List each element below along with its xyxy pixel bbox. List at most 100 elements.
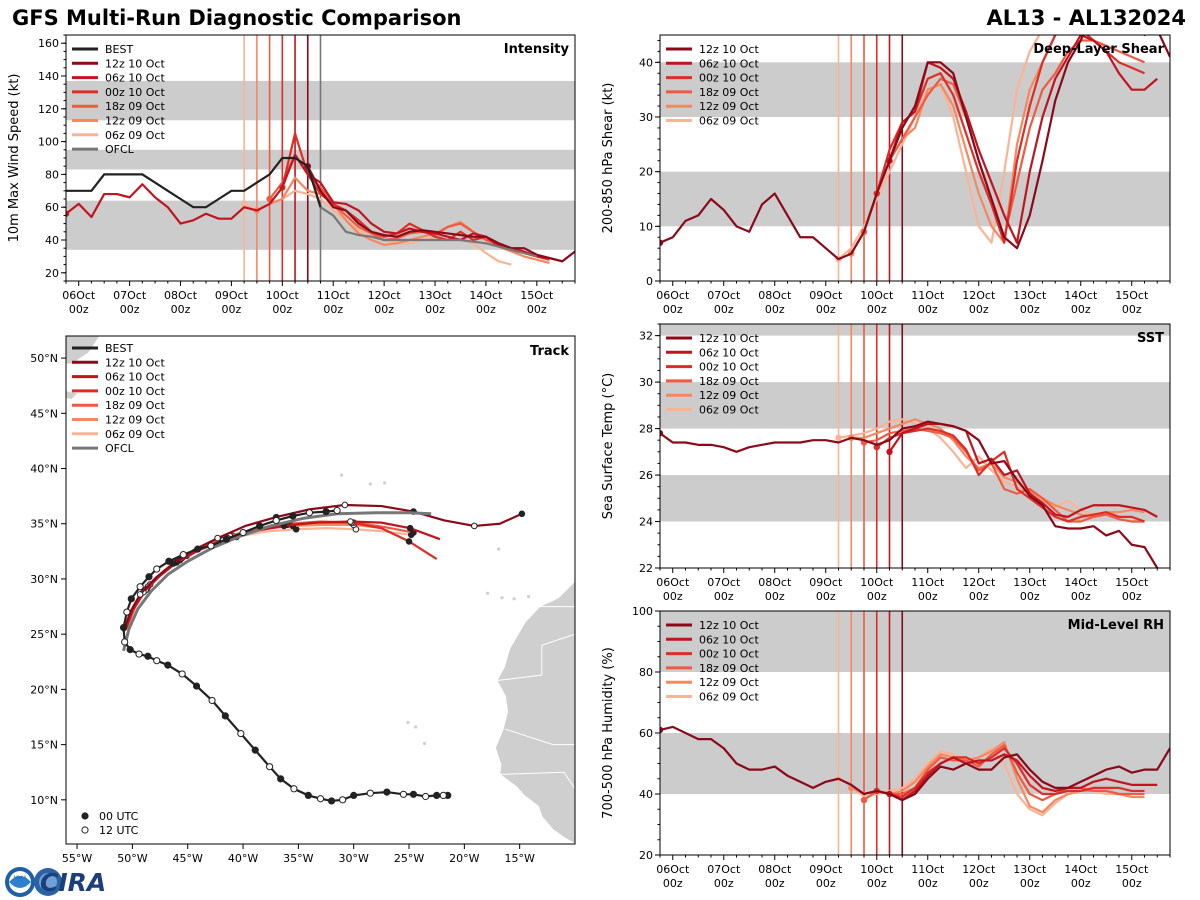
shear-xtick-label-top: 06Oct <box>656 289 690 302</box>
shear-xtick-label-bottom: 00z <box>867 303 887 316</box>
intensity-xtick-label-top: 10Oct <box>266 289 300 302</box>
intensity-legend-label: 00z 10 Oct <box>105 86 165 99</box>
track-best-point <box>304 791 312 800</box>
track-best-point <box>350 791 358 800</box>
sst-xtick-label-bottom: 00z <box>714 590 734 603</box>
intensity-ytick-label: 100 <box>38 136 59 149</box>
track-ytick-label: 35°N <box>30 518 58 531</box>
track-forecast-point <box>406 524 414 532</box>
sst-xtick-label-top: 12Oct <box>962 576 996 589</box>
track-ytick-label: 15°N <box>30 739 58 752</box>
track-plot-area <box>66 336 575 844</box>
rh-ytick-label: 40 <box>639 788 653 801</box>
shear-ytick-label: 40 <box>639 56 653 69</box>
sst-xtick-label-top: 07Oct <box>707 576 741 589</box>
track-legend-label: 18z 09 Oct <box>105 399 165 412</box>
shear-legend-label: 12z 10 Oct <box>699 43 759 56</box>
track-ytick-label: 40°N <box>30 463 58 476</box>
intensity-legend-label: 06z 09 Oct <box>105 129 165 142</box>
rh-ytick-label: 100 <box>632 605 653 618</box>
track-ytick-label: 25°N <box>30 628 58 641</box>
intensity-init-point <box>66 210 70 217</box>
track-frame <box>65 335 576 845</box>
track-best-point <box>221 712 229 720</box>
shear-xtick-label-bottom: 00z <box>1122 303 1142 316</box>
track-xtick-label: 45°W <box>173 852 203 865</box>
rh-xtick-label-bottom: 00z <box>765 877 785 890</box>
sst-init-point <box>660 430 664 437</box>
sst-xtick-label-top: 10Oct <box>860 576 894 589</box>
sst-xtick-label-bottom: 00z <box>867 590 887 603</box>
track-xtick-label: 20°W <box>449 852 479 865</box>
track-legend-label: 06z 10 Oct <box>105 371 165 384</box>
rh-xtick-label-top: 07Oct <box>707 863 741 876</box>
intensity-panel-label: Intensity <box>504 42 570 57</box>
intensity-ytick-label: 80 <box>45 168 59 181</box>
track-forecast-point <box>136 591 144 598</box>
intensity-xtick-label-top: 09Oct <box>215 289 249 302</box>
intensity-ytick-label: 120 <box>38 103 59 116</box>
sst-ytick-label: 28 <box>639 423 653 436</box>
sst-xtick-label-top: 06Oct <box>656 576 690 589</box>
shear-xtick-label-bottom: 00z <box>1071 303 1091 316</box>
track-best-point <box>153 565 161 573</box>
sst-panel-label: SST <box>1137 331 1164 346</box>
track-panel-label: Track <box>530 344 569 359</box>
rh-init-point <box>660 726 664 734</box>
rh-band <box>660 733 1170 794</box>
rh-xtick-label-top: 14Oct <box>1064 863 1098 876</box>
land-island <box>422 741 427 746</box>
rh-xtick-label-top: 08Oct <box>758 863 792 876</box>
rh-ytick-label: 20 <box>639 849 653 862</box>
track-best-point <box>327 797 336 805</box>
sst-legend-label: 12z 10 Oct <box>699 332 759 345</box>
rh-xtick-label-top: 12Oct <box>962 863 996 876</box>
shear-xtick-label-bottom: 00z <box>969 303 989 316</box>
track-best-point <box>121 638 129 646</box>
track-best-point <box>409 790 418 798</box>
track-best-point <box>126 646 134 654</box>
track-xtick-label: 35°W <box>283 852 313 865</box>
rh-xtick-label-top: 06Oct <box>656 863 690 876</box>
intensity-xtick-label-top: 15Oct <box>520 289 554 302</box>
rh-xtick-label-top: 10Oct <box>860 863 894 876</box>
sst-series-line <box>838 418 1120 518</box>
track-xtick-label: 40°W <box>228 852 258 865</box>
track-forecast-line <box>124 521 438 631</box>
rh-xtick-label-bottom: 00z <box>714 877 734 890</box>
sst-init-point <box>873 443 880 451</box>
track-best-point <box>251 746 259 754</box>
intensity-legend-label: 12z 10 Oct <box>105 57 165 70</box>
sst-xtick-label-bottom: 00z <box>969 590 989 603</box>
intensity-xtick-label-top: 12Oct <box>368 289 402 302</box>
sst-legend-label: 00z 10 Oct <box>699 361 759 374</box>
track-best-point <box>144 652 152 660</box>
sst-xtick-label-top: 15Oct <box>1115 576 1149 589</box>
sst-init-point <box>835 434 842 442</box>
track-forecast-point <box>405 538 413 545</box>
land-island <box>368 482 372 486</box>
rh-legend-label: 12z 10 Oct <box>699 619 759 632</box>
track-best-point <box>289 512 297 520</box>
track-panel: 55°W 50°W 45°W 40°W 35°W 30°W 25°W 20°W 15°W 10°N… <box>30 335 576 865</box>
sst-xtick-label-top: 14Oct <box>1064 576 1098 589</box>
track-best-point <box>277 775 285 783</box>
cira-logo-text: CIRA <box>40 868 106 897</box>
track-best-point <box>123 608 131 616</box>
sst-legend-label: 06z 10 Oct <box>699 346 759 359</box>
rh-xtick-label-bottom: 00z <box>1071 877 1091 890</box>
shear-xtick-label-top: 12Oct <box>962 289 996 302</box>
noaa-logo: NOAA <box>5 867 35 897</box>
track-legend-label: 12z 09 Oct <box>105 414 165 427</box>
track-best-point <box>165 557 173 565</box>
track-best-point <box>266 763 274 771</box>
track-best-point <box>439 791 447 800</box>
rh-xtick-label-bottom: 00z <box>969 877 989 890</box>
sst-band <box>660 382 1170 429</box>
track-xtick-label: 50°W <box>117 852 147 865</box>
land-island <box>500 596 504 600</box>
track-best-line <box>122 509 448 803</box>
track-best-point <box>237 729 245 738</box>
track-best-point <box>136 583 144 591</box>
